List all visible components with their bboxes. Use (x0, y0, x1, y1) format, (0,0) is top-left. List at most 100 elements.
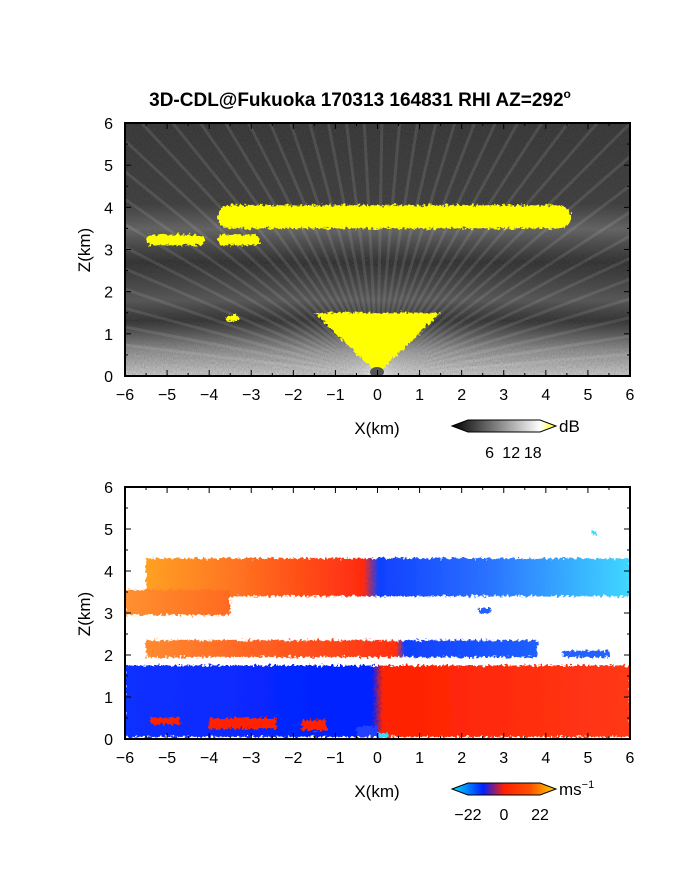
ray-streak (125, 222, 379, 376)
velocity-xlabel: X(km) (354, 782, 399, 801)
velocity-speckle (356, 726, 378, 737)
colorbar-tick-label: 18 (524, 445, 542, 462)
ray-streak (326, 123, 379, 376)
x-tick-label: −3 (242, 387, 260, 404)
velocity-axis-ticks: −6 −5 −4 −3 −2 −1 0 1 2 3 4 5 6 0 1 2 3 4 5 6 (104, 480, 634, 767)
reflectivity-feature (217, 205, 572, 229)
ray-streak (376, 183, 630, 376)
x-tick-label: −3 (242, 750, 260, 767)
ray-streak (376, 123, 477, 376)
y-tick-label: 0 (104, 369, 113, 386)
velocity-colorbar-ticks: −22 0 22 (454, 807, 549, 824)
ray-streak (376, 234, 630, 376)
y-tick-label: 2 (104, 285, 113, 302)
reflectivity-heatmap (125, 123, 630, 376)
velocity-speckle (377, 733, 389, 739)
y-tick-label: 6 (104, 480, 113, 497)
x-tick-label: 0 (373, 750, 382, 767)
x-tick-label: 2 (457, 750, 466, 767)
ray-streak (344, 123, 379, 376)
ray-streak (377, 334, 630, 376)
y-tick-label: 3 (104, 243, 113, 260)
ray-streak (125, 138, 379, 376)
ray-streak (125, 169, 379, 376)
x-tick-label: −2 (284, 750, 302, 767)
ray-streak (376, 210, 630, 376)
velocity-speckle (301, 720, 327, 731)
ray-streak (376, 277, 630, 376)
y-tick-label: 3 (104, 606, 113, 623)
colorbar-tick-label: 6 (485, 445, 494, 462)
y-tick-label: 2 (104, 648, 113, 665)
velocity-speckle (562, 650, 609, 658)
x-tick-label: 6 (626, 387, 635, 404)
ray-streak (377, 316, 630, 376)
velocity-panel: −6 −5 −4 −3 −2 −1 0 1 2 3 4 5 6 0 1 2 3 4 5 6 X(km) Z(km) −… (75, 480, 635, 824)
velocity-heatmap (125, 487, 630, 739)
ray-streak (125, 306, 378, 376)
reflectivity-features (146, 205, 572, 374)
x-tick-label: −5 (158, 750, 176, 767)
x-tick-label: −1 (326, 387, 344, 404)
ray-streak (268, 123, 379, 376)
figure-title: 3D-CDL@Fukuoka 170313 164831 RHI AZ=292o (149, 87, 571, 111)
x-tick-label: 4 (541, 387, 550, 404)
reflectivity-colorbar-unit: dB (559, 417, 580, 436)
velocity-feature (125, 589, 231, 616)
ray-streak (377, 297, 630, 376)
velocity-speckle (592, 531, 597, 536)
ray-streak (377, 352, 630, 376)
ray-streak (125, 267, 379, 376)
reflectivity-axis-ticks: −6 −5 −4 −3 −2 −1 0 1 2 3 4 5 6 0 1 2 3 4 5 6 (104, 116, 634, 404)
y-tick-label: 5 (104, 522, 113, 539)
velocity-colorbar-unit: ms−1 (559, 779, 594, 799)
velocity-feature (146, 640, 538, 658)
ray-streak (308, 123, 379, 376)
velocity-features (125, 531, 630, 739)
reflectivity-xlabel: X(km) (354, 419, 399, 438)
y-tick-label: 5 (104, 158, 113, 175)
reflectivity-feature (146, 234, 205, 246)
ray-streak (376, 154, 630, 376)
velocity-speckle (478, 607, 492, 613)
velocity-feature (125, 665, 630, 737)
ray-streak (376, 256, 630, 376)
ray-streak (376, 123, 420, 376)
y-tick-label: 4 (104, 200, 113, 217)
y-tick-label: 4 (104, 564, 113, 581)
x-tick-label: 0 (373, 387, 382, 404)
velocity-speckle (150, 718, 180, 725)
ray-streak (125, 325, 378, 376)
x-tick-label: 5 (583, 750, 592, 767)
reflectivity-feature (314, 312, 441, 374)
y-tick-label: 1 (104, 327, 113, 344)
x-tick-label: −6 (116, 750, 134, 767)
ray-streak (125, 197, 379, 376)
reflectivity-feature (226, 314, 239, 322)
velocity-speckle (209, 718, 277, 729)
reflectivity-colorbar: 6 12 18 dB (450, 417, 580, 462)
velocity-colorbar-ramp (450, 782, 558, 796)
y-tick-label: 6 (104, 116, 113, 133)
x-tick-label: 1 (415, 750, 424, 767)
ray-streak (376, 123, 384, 376)
colorbar-tick-label: 22 (531, 807, 549, 824)
colorbar-tick-label: 12 (502, 445, 520, 462)
colorbar-tick-label: −22 (454, 807, 481, 824)
ray-streak (376, 123, 402, 376)
x-tick-label: −4 (200, 750, 218, 767)
y-tick-label: 0 (104, 732, 113, 749)
x-tick-label: 1 (415, 387, 424, 404)
ray-streak (288, 123, 379, 376)
ray-streak (125, 287, 378, 376)
y-tick-label: 1 (104, 690, 113, 707)
x-tick-label: −6 (116, 387, 134, 404)
x-tick-label: −5 (158, 387, 176, 404)
reflectivity-ylabel: Z(km) (75, 228, 94, 272)
ray-streak (376, 123, 498, 376)
x-tick-label: 6 (626, 750, 635, 767)
reflectivity-colorbar-ticks: 6 12 18 (485, 445, 542, 462)
ray-streak (362, 123, 379, 376)
